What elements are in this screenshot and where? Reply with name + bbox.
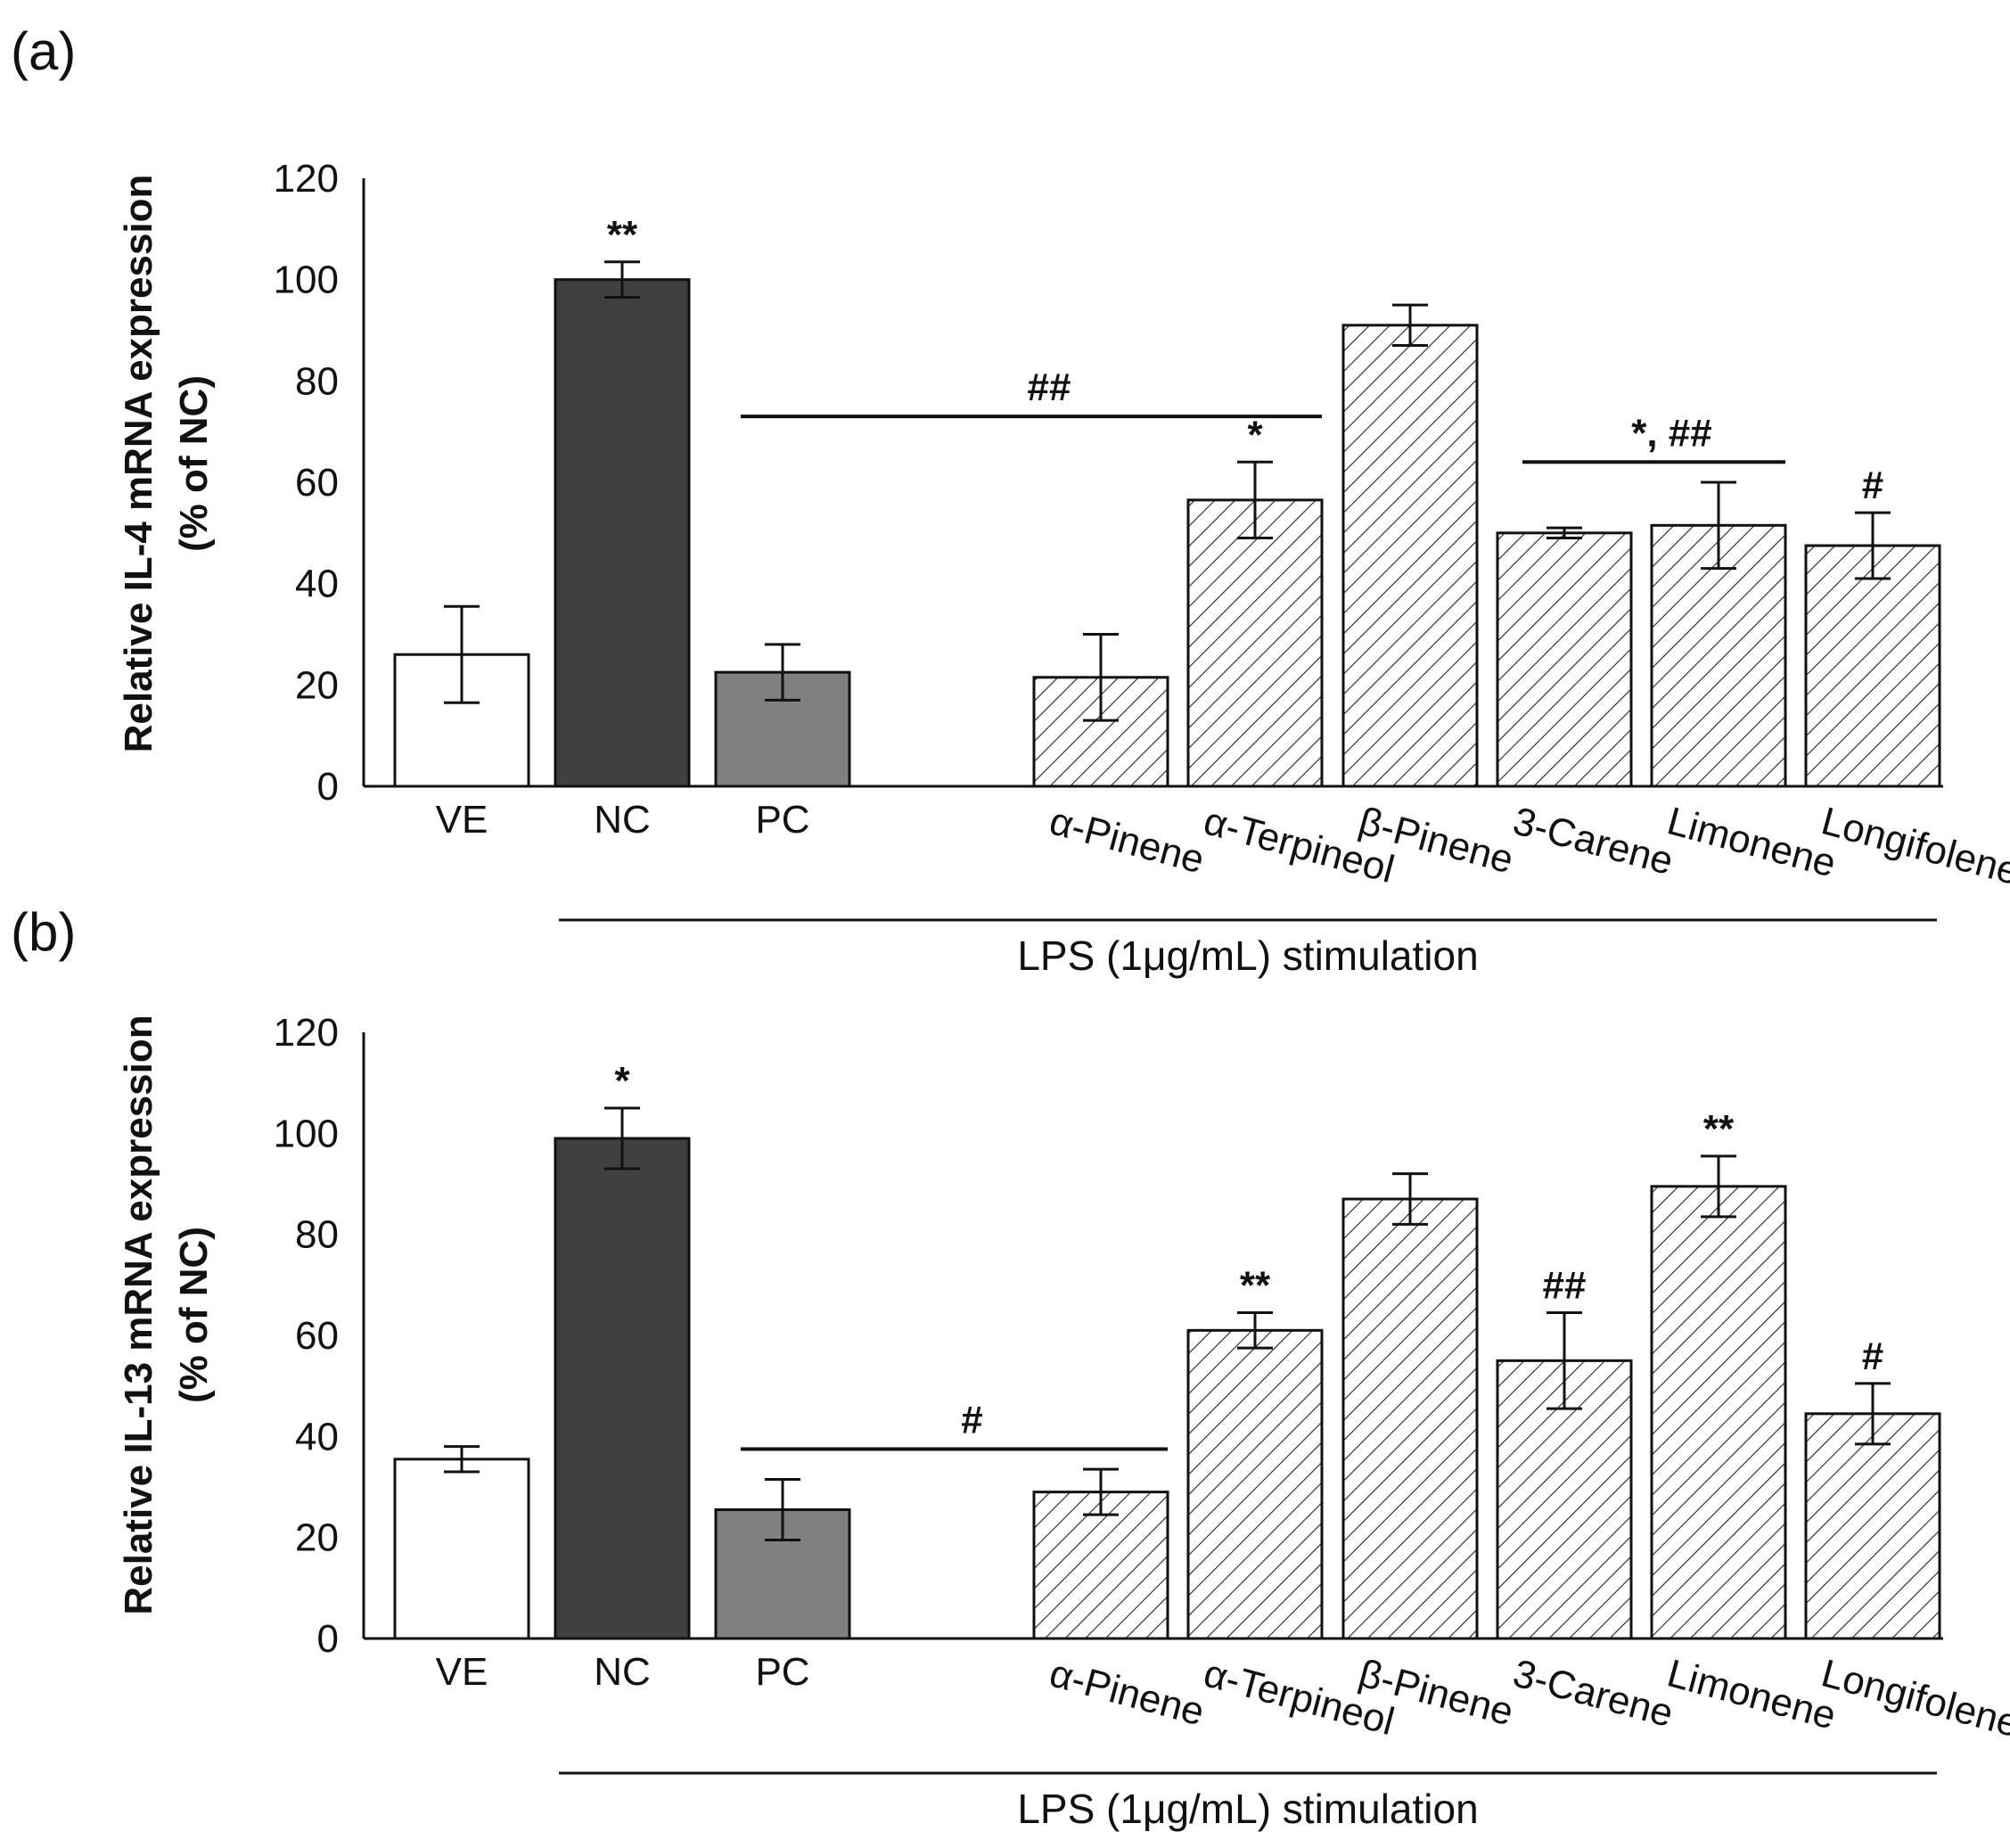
significance-label: ** — [1703, 1107, 1735, 1151]
error-bar — [765, 643, 800, 702]
error-bar — [1083, 1467, 1119, 1516]
y-axis-label: Relative IL-13 mRNA expression — [117, 1014, 160, 1614]
error-bar — [1237, 1311, 1273, 1350]
error-bar — [765, 1478, 800, 1541]
bars — [393, 1137, 1941, 1640]
category-labels: VE NC PC α-Pineneα-Terpineolβ-Pinene3-Caren… — [436, 1650, 2010, 1746]
significance-label: # — [1862, 1335, 1883, 1378]
category-label: NC — [594, 1650, 651, 1694]
significance-label: * — [1247, 413, 1263, 456]
y-tick-label: 60 — [295, 1314, 339, 1358]
error-bar — [1855, 511, 1891, 580]
y-ticks: 0 20 40 60 80 100 120 — [274, 157, 339, 809]
error-bar — [444, 1445, 480, 1474]
category-label: Limonene — [1662, 799, 1840, 885]
error-bar — [1392, 1172, 1428, 1226]
category-label: Longifolene — [1817, 1651, 2010, 1745]
error-bar — [1701, 1154, 1736, 1219]
bar-ve — [393, 1458, 530, 1640]
lps-label: LPS (1μg/mL) stimulation — [1017, 1786, 1478, 1832]
y-tick-label: 120 — [274, 157, 339, 201]
error-bar — [1237, 460, 1273, 540]
y-tick-label: 120 — [274, 1011, 339, 1055]
y-axis-label-unit: (% of NC) — [172, 375, 216, 552]
significance-label: ## — [1543, 1264, 1587, 1308]
error-bar — [444, 604, 480, 704]
axes — [362, 1032, 1943, 1640]
bracket-label: ## — [1028, 365, 1071, 409]
category-label: VE — [436, 1650, 488, 1694]
bar-longifolene — [1804, 1412, 1941, 1640]
category-label: 3-Carene — [1508, 799, 1678, 883]
significance-label: ** — [1240, 1264, 1271, 1308]
error-bar — [604, 260, 640, 300]
y-tick-label: 100 — [274, 1112, 339, 1155]
error-bar — [1392, 303, 1428, 348]
category-labels: VE NC PC α-Pineneα-Terpineolβ-Pinene3-Caren… — [436, 798, 2010, 894]
significance-label: # — [1862, 464, 1883, 507]
group-brackets: # — [741, 1399, 1168, 1451]
category-label: Limonene — [1662, 1651, 1840, 1737]
y-tick-label: 60 — [295, 461, 339, 505]
bracket-label: # — [961, 1399, 982, 1442]
y-tick-label: 40 — [295, 1415, 339, 1458]
category-label: PC — [755, 798, 809, 842]
panel-label: (a) — [11, 21, 76, 81]
category-label: Longifolene — [1817, 799, 2010, 893]
bar-3-carene — [1496, 531, 1633, 788]
panel-b: (b) Relative IL-13 mRNA expression (% of… — [11, 902, 2010, 1832]
category-label: α-Pinene — [1045, 1651, 1209, 1734]
bar-nc — [554, 1137, 691, 1640]
panel-label: (b) — [11, 902, 76, 962]
bars — [393, 278, 1941, 788]
category-label: NC — [594, 798, 651, 842]
bar-longifolene — [1804, 544, 1941, 788]
y-tick-label: 80 — [295, 1213, 339, 1257]
bar--pinene — [1341, 324, 1479, 788]
y-tick-label: 40 — [295, 563, 339, 606]
error-bars — [444, 260, 1891, 722]
bracket-label: *, ## — [1631, 411, 1712, 455]
significance-labels: ***# — [607, 213, 1883, 507]
y-tick-label: 100 — [274, 259, 339, 302]
axes — [362, 178, 1943, 788]
category-label: VE — [436, 798, 488, 842]
lps-label: LPS (1μg/mL) stimulation — [1017, 932, 1478, 979]
y-axis-label: Relative IL-4 mRNA expression — [117, 175, 160, 753]
bar--terpineol — [1186, 1328, 1324, 1640]
bar-nc — [554, 278, 691, 788]
error-bar — [1083, 633, 1119, 722]
error-bar — [1546, 1311, 1582, 1410]
category-label: PC — [755, 1650, 809, 1694]
y-tick-label: 20 — [295, 1516, 339, 1560]
y-ticks: 0 20 40 60 80 100 120 — [274, 1011, 339, 1661]
group-brackets: ## *, ## — [741, 365, 1785, 464]
error-bar — [1855, 1382, 1891, 1446]
y-tick-label: 0 — [317, 1617, 339, 1661]
y-tick-label: 80 — [295, 359, 339, 403]
y-tick-label: 20 — [295, 663, 339, 707]
error-bar — [1546, 526, 1582, 540]
category-label: 3-Carene — [1508, 1651, 1678, 1736]
significance-label: * — [614, 1059, 630, 1103]
bar--pinene — [1341, 1197, 1479, 1640]
error-bar — [604, 1106, 640, 1170]
y-axis-label-unit: (% of NC) — [172, 1227, 216, 1403]
significance-label: ** — [607, 213, 638, 257]
category-label: α-Pinene — [1045, 799, 1209, 882]
error-bar — [1701, 480, 1736, 571]
bar--terpineol — [1186, 498, 1324, 788]
bar-limonene — [1650, 1185, 1787, 1640]
error-bars — [444, 1106, 1891, 1541]
y-tick-label: 0 — [317, 765, 339, 809]
significance-labels: *** ##**# — [614, 1059, 1883, 1378]
panel-a: (a) Relative IL-4 mRNA expression (% of … — [11, 21, 2010, 979]
